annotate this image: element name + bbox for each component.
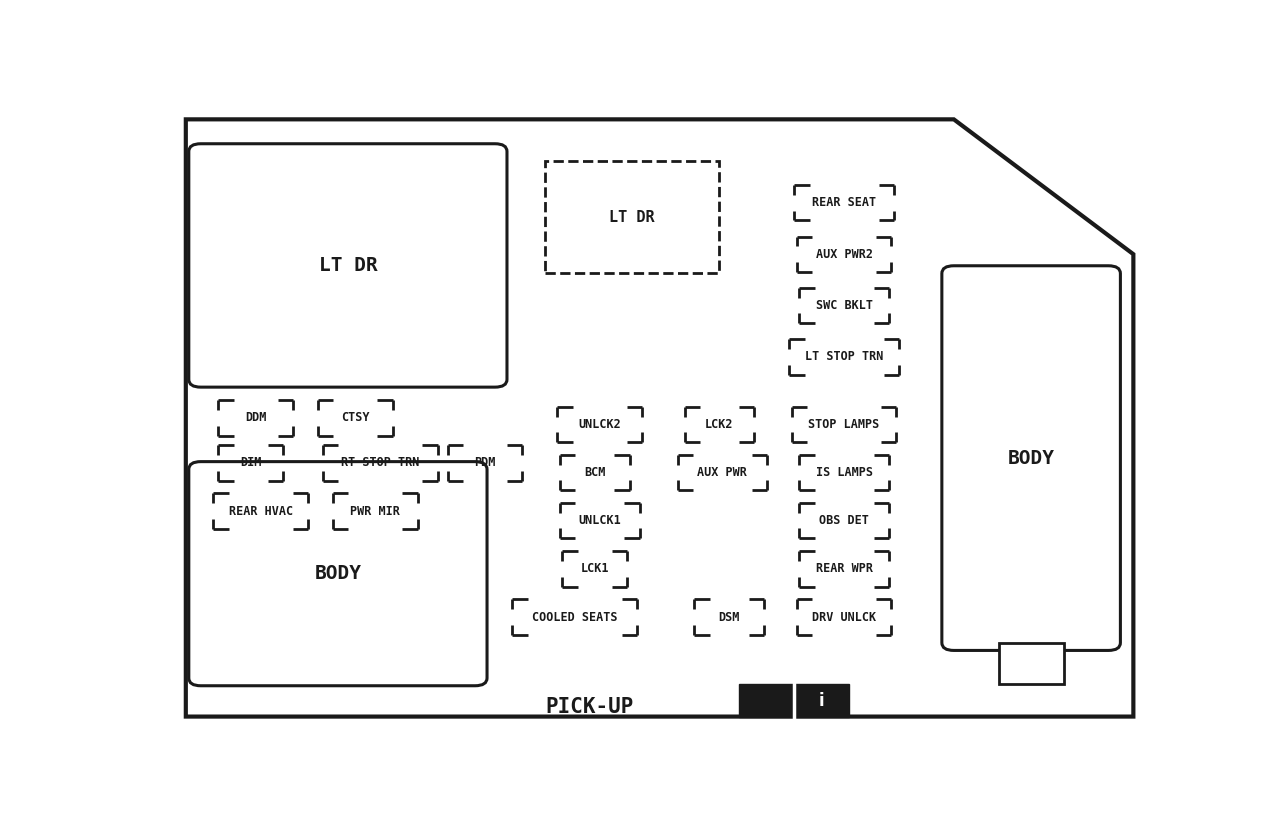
Text: REAR SEAT: REAR SEAT bbox=[812, 196, 876, 209]
Text: DIM: DIM bbox=[239, 456, 261, 470]
FancyBboxPatch shape bbox=[942, 266, 1121, 651]
Text: AUX PWR: AUX PWR bbox=[698, 466, 748, 479]
Text: UNLCK1: UNLCK1 bbox=[578, 515, 622, 527]
Text: UNLCK2: UNLCK2 bbox=[578, 418, 622, 431]
FancyBboxPatch shape bbox=[189, 143, 507, 387]
Text: RT STOP TRN: RT STOP TRN bbox=[341, 456, 420, 470]
Text: LCK1: LCK1 bbox=[580, 562, 609, 575]
FancyBboxPatch shape bbox=[544, 161, 719, 274]
Text: PICK-UP: PICK-UP bbox=[546, 697, 634, 717]
Text: DRV UNLCK: DRV UNLCK bbox=[812, 610, 876, 624]
Text: PWR MIR: PWR MIR bbox=[350, 505, 400, 518]
Text: CTSY: CTSY bbox=[341, 411, 369, 425]
Text: REAR WPR: REAR WPR bbox=[816, 562, 873, 575]
Text: LCK2: LCK2 bbox=[705, 418, 734, 431]
Text: BCM: BCM bbox=[584, 466, 605, 479]
Bar bbox=[999, 643, 1063, 685]
Text: OBS DET: OBS DET bbox=[819, 515, 869, 527]
Bar bbox=[794, 685, 849, 716]
Polygon shape bbox=[185, 119, 1134, 716]
Text: BODY: BODY bbox=[314, 564, 362, 583]
Text: DSM: DSM bbox=[718, 610, 740, 624]
Text: BODY: BODY bbox=[1008, 449, 1054, 468]
Text: PDM: PDM bbox=[475, 456, 495, 470]
Text: AUX PWR2: AUX PWR2 bbox=[816, 248, 873, 261]
Text: i: i bbox=[819, 691, 825, 710]
Text: STOP LAMPS: STOP LAMPS bbox=[808, 418, 880, 431]
Text: REAR HVAC: REAR HVAC bbox=[229, 505, 292, 518]
Text: LT DR: LT DR bbox=[609, 210, 655, 225]
Text: DDM: DDM bbox=[245, 411, 266, 425]
Text: COOLED SEATS: COOLED SEATS bbox=[532, 610, 618, 624]
FancyBboxPatch shape bbox=[189, 462, 486, 686]
Text: LT STOP TRN: LT STOP TRN bbox=[804, 350, 883, 364]
Text: LT DR: LT DR bbox=[318, 256, 377, 275]
Text: SWC BKLT: SWC BKLT bbox=[816, 299, 873, 312]
Text: IS LAMPS: IS LAMPS bbox=[816, 466, 873, 479]
Bar bbox=[739, 685, 794, 716]
